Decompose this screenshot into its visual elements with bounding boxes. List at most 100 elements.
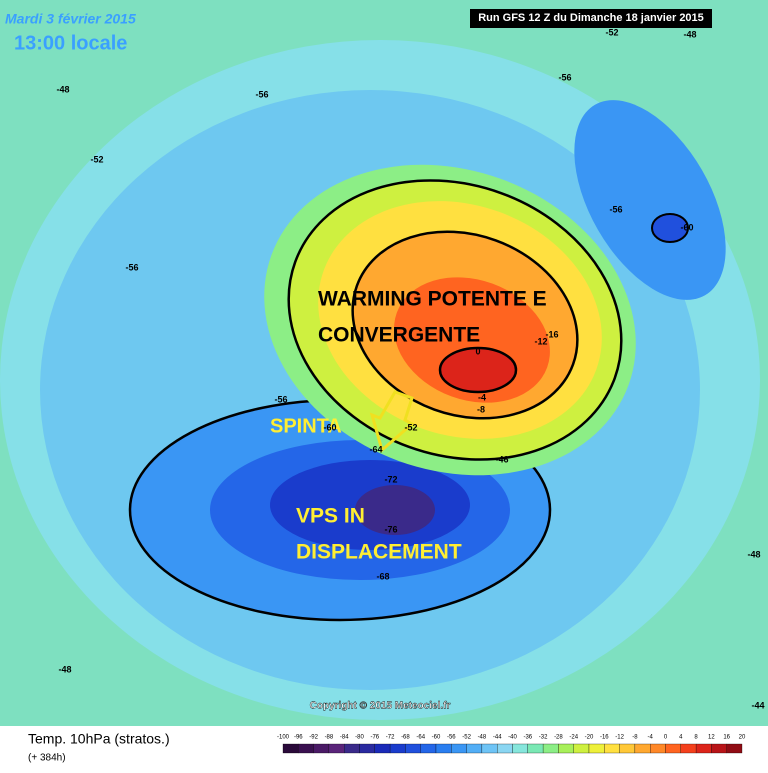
scale-swatch	[695, 743, 712, 754]
scale-swatch	[527, 743, 544, 754]
scale-label: -48	[478, 735, 487, 741]
scale-label: -24	[569, 735, 578, 741]
scale-label: -72	[386, 735, 395, 741]
warm-area	[438, 346, 518, 394]
contour-label: -12	[534, 336, 547, 346]
scale-swatch	[405, 743, 421, 754]
contour-label: -52	[605, 27, 618, 37]
scale-label: -96	[294, 735, 303, 741]
time: 13:00 locale	[14, 32, 127, 54]
scale-label: -100	[277, 735, 290, 741]
contour-label: -16	[545, 329, 558, 339]
scale-swatch	[619, 743, 636, 754]
contour-label: -72	[384, 474, 397, 484]
scale-label: -80	[355, 735, 364, 741]
annotation: WARMING POTENTE E	[318, 288, 547, 311]
scale-label: -28	[554, 735, 563, 741]
scale-label: -88	[325, 735, 334, 741]
scale-swatch	[542, 743, 559, 754]
contour-label: -44	[751, 700, 764, 710]
contour-label: -68	[376, 571, 389, 581]
scale-swatch	[359, 743, 375, 754]
annotation: VPS IN	[296, 505, 365, 528]
scale-label: 8	[694, 735, 698, 741]
scale-swatch	[665, 743, 681, 754]
scale-label: 16	[723, 735, 730, 741]
scale-swatch	[650, 743, 666, 754]
contour-label: -56	[255, 89, 268, 99]
contour-label: -60	[680, 222, 693, 232]
scale-label: 4	[679, 735, 683, 741]
contour-label: -48	[56, 84, 69, 94]
scale-swatch	[328, 743, 345, 754]
contour-label: -56	[609, 204, 622, 214]
contour-label: -56	[125, 262, 138, 272]
scale-swatch	[512, 743, 528, 754]
contour-label: -48	[58, 664, 71, 674]
scale-swatch	[466, 743, 483, 754]
contour-label: 0	[475, 346, 480, 356]
scale-label: -32	[539, 735, 548, 741]
scale-label: -8	[632, 735, 638, 741]
scale-label: -60	[432, 735, 441, 741]
field: Temp. 10hPa (stratos.)	[28, 731, 170, 747]
scale-swatch	[711, 743, 727, 754]
scale-swatch	[726, 743, 743, 754]
scale-label: -64	[416, 735, 425, 741]
annotation: CONVERGENTE	[318, 324, 480, 347]
contour-label: -4	[478, 392, 486, 402]
contour-label: -52	[90, 154, 103, 164]
scale-swatch	[588, 743, 605, 754]
contour-label: -56	[274, 394, 287, 404]
scale-label: -4	[648, 735, 654, 741]
scale-label: -36	[523, 735, 532, 741]
copyright: Copyright © 2015 Meteociel.fr	[310, 701, 451, 712]
cold-vortex	[355, 485, 435, 535]
scale-label: -16	[600, 735, 609, 741]
scale-label: -44	[493, 735, 502, 741]
scale-label: 12	[708, 735, 715, 741]
scale-swatch	[374, 743, 391, 754]
scale-swatch	[497, 743, 513, 754]
contour-label: -48	[747, 549, 760, 559]
scale-swatch	[680, 743, 697, 754]
scale-label: -92	[309, 735, 318, 741]
scale-label: -20	[585, 735, 594, 741]
scale-label: 0	[664, 735, 668, 741]
scale-swatch	[282, 743, 299, 754]
scale-label: -68	[401, 735, 410, 741]
contour-label: -46	[495, 454, 508, 464]
scale-swatch	[481, 743, 498, 754]
contour-label: -48	[683, 29, 696, 39]
contour-label: -60	[323, 422, 336, 432]
scale-swatch	[558, 743, 574, 754]
contour-label: -56	[558, 72, 571, 82]
contour-area	[574, 100, 726, 300]
contour-label: -8	[477, 404, 485, 414]
scale-label: -84	[340, 735, 349, 741]
scale-label: -76	[370, 735, 379, 741]
scale-swatch	[298, 743, 314, 754]
scale-label: -40	[508, 735, 517, 741]
scale-label: 20	[739, 735, 746, 741]
lead: (+ 384h)	[28, 753, 66, 764]
scale-swatch	[573, 743, 590, 754]
scale-label: -12	[615, 735, 624, 741]
annotation: DISPLACEMENT	[296, 541, 462, 564]
contour-area	[651, 213, 689, 243]
scale-swatch	[634, 743, 651, 754]
scale-swatch	[435, 743, 452, 754]
contour-label: -64	[369, 444, 382, 454]
scale-label: -56	[447, 735, 456, 741]
scale-swatch	[344, 743, 360, 754]
scale-swatch	[451, 743, 467, 754]
scale-swatch	[420, 743, 437, 754]
scale-swatch	[389, 743, 406, 754]
arrow	[369, 390, 415, 453]
run-box	[470, 9, 712, 28]
contour-label: -52	[404, 422, 417, 432]
scale-swatch	[604, 743, 620, 754]
annotation: SPINTA	[270, 415, 342, 437]
